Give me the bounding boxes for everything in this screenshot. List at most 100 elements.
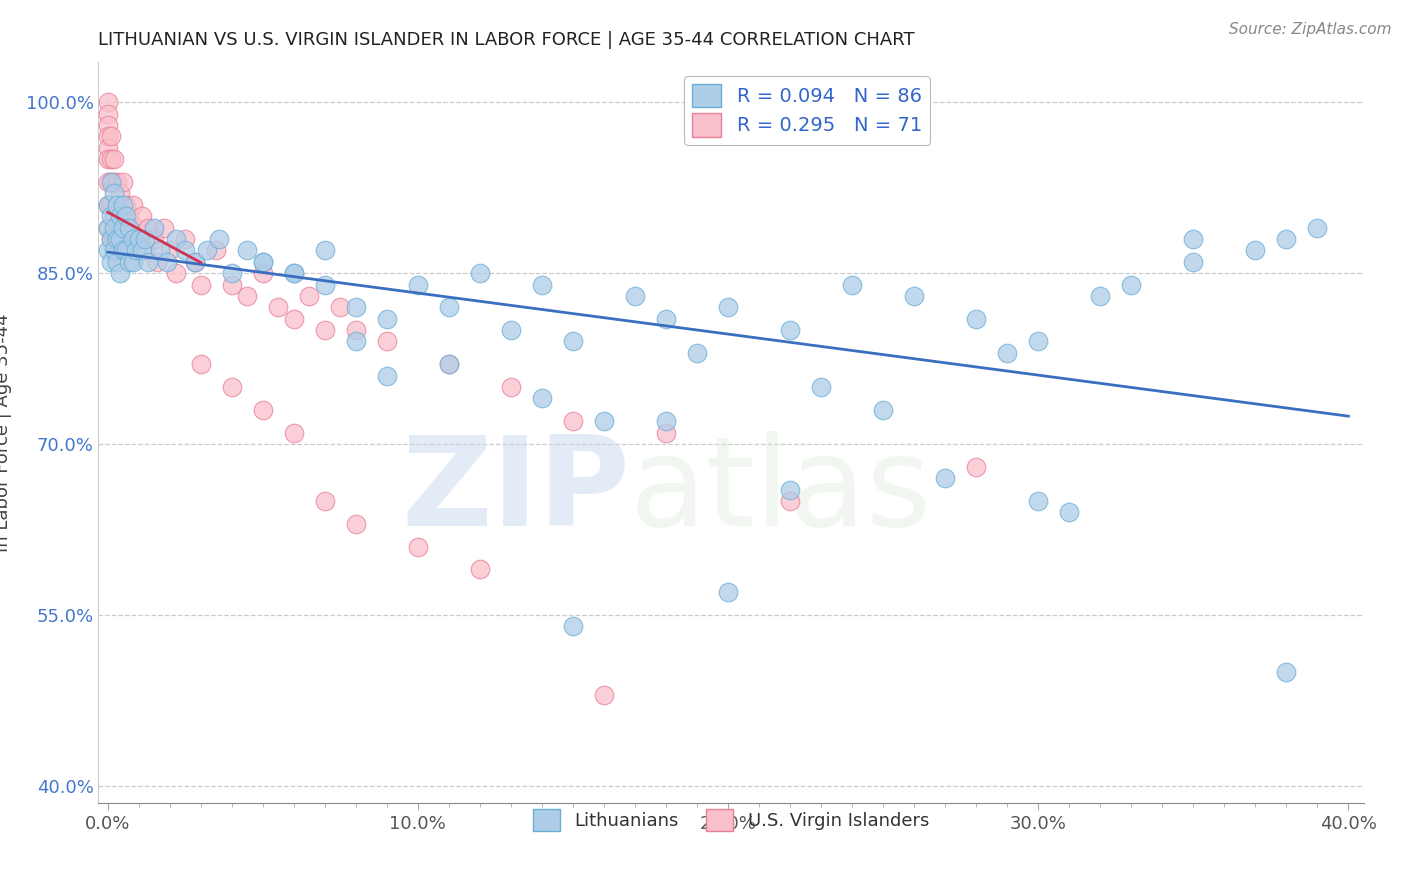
Point — [134, 232, 156, 246]
Point — [779, 483, 801, 497]
Point — [115, 244, 138, 258]
Point — [131, 244, 153, 258]
Point — [121, 232, 143, 246]
Point — [165, 266, 187, 280]
Point — [717, 585, 740, 599]
Point — [131, 209, 153, 223]
Point — [121, 254, 143, 268]
Point — [314, 494, 336, 508]
Point — [1026, 334, 1049, 349]
Point — [903, 289, 925, 303]
Point — [103, 232, 125, 246]
Point — [530, 392, 553, 406]
Point — [124, 220, 146, 235]
Point — [1275, 232, 1298, 246]
Point — [115, 198, 138, 212]
Point — [221, 380, 243, 394]
Point — [100, 129, 122, 144]
Point — [121, 232, 143, 246]
Point — [344, 301, 367, 315]
Point — [1121, 277, 1143, 292]
Point — [252, 266, 274, 280]
Point — [174, 244, 197, 258]
Point — [97, 153, 120, 167]
Point — [965, 311, 987, 326]
Point — [530, 277, 553, 292]
Point — [810, 380, 832, 394]
Point — [105, 175, 128, 189]
Point — [108, 232, 131, 246]
Point — [100, 198, 122, 212]
Point — [1306, 220, 1329, 235]
Point — [100, 232, 122, 246]
Point — [159, 244, 181, 258]
Point — [100, 254, 122, 268]
Point — [118, 209, 141, 223]
Point — [112, 209, 135, 223]
Point — [561, 334, 583, 349]
Point — [143, 220, 166, 235]
Point — [174, 232, 197, 246]
Point — [97, 220, 120, 235]
Point — [118, 220, 141, 235]
Point — [252, 402, 274, 417]
Point — [344, 516, 367, 531]
Point — [283, 266, 305, 280]
Point — [375, 311, 398, 326]
Point — [105, 198, 128, 212]
Point — [655, 414, 678, 428]
Point — [344, 334, 367, 349]
Point — [686, 346, 709, 360]
Point — [103, 209, 125, 223]
Text: ZIP: ZIP — [401, 432, 630, 552]
Point — [97, 244, 120, 258]
Point — [252, 254, 274, 268]
Point — [655, 311, 678, 326]
Point — [468, 562, 491, 576]
Point — [190, 357, 212, 371]
Point — [344, 323, 367, 337]
Point — [208, 232, 231, 246]
Point — [437, 357, 460, 371]
Point — [195, 244, 218, 258]
Point — [115, 209, 138, 223]
Point — [97, 198, 120, 212]
Point — [118, 244, 141, 258]
Point — [112, 244, 135, 258]
Point — [100, 175, 122, 189]
Point — [934, 471, 956, 485]
Point — [152, 220, 174, 235]
Text: Source: ZipAtlas.com: Source: ZipAtlas.com — [1229, 22, 1392, 37]
Point — [283, 311, 305, 326]
Point — [112, 220, 135, 235]
Point — [105, 232, 128, 246]
Point — [97, 129, 120, 144]
Point — [841, 277, 863, 292]
Point — [221, 266, 243, 280]
Point — [314, 244, 336, 258]
Point — [165, 232, 187, 246]
Point — [103, 244, 125, 258]
Point — [205, 244, 228, 258]
Point — [97, 106, 120, 120]
Point — [97, 220, 120, 235]
Point — [221, 277, 243, 292]
Point — [100, 153, 122, 167]
Point — [283, 266, 305, 280]
Point — [624, 289, 647, 303]
Point — [128, 232, 150, 246]
Point — [190, 277, 212, 292]
Point — [97, 175, 120, 189]
Point — [1182, 254, 1205, 268]
Point — [283, 425, 305, 440]
Point — [103, 175, 125, 189]
Point — [136, 220, 159, 235]
Point — [100, 209, 122, 223]
Point — [112, 175, 135, 189]
Point — [105, 232, 128, 246]
Point — [1182, 232, 1205, 246]
Point — [183, 254, 205, 268]
Point — [149, 244, 172, 258]
Point — [146, 254, 169, 268]
Point — [593, 414, 616, 428]
